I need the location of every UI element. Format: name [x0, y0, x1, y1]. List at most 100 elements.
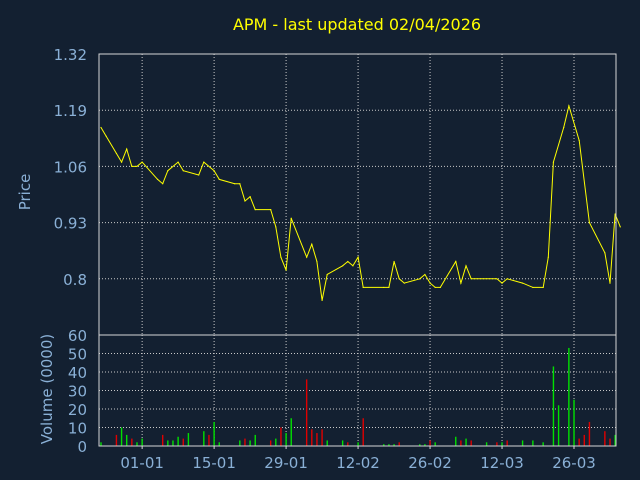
price-point	[542, 286, 544, 289]
price-point	[167, 170, 169, 172]
volume-bar	[285, 433, 287, 446]
volume-bar	[460, 440, 462, 446]
volume-bar	[280, 427, 282, 446]
price-point	[506, 278, 508, 280]
volume-bar	[542, 442, 544, 446]
price-point	[275, 226, 277, 228]
volume-bar	[218, 442, 220, 446]
price-point	[439, 286, 441, 289]
volume-bar	[187, 433, 190, 446]
volume-bar	[275, 438, 277, 446]
volume-bar	[213, 421, 215, 446]
volume-bar	[115, 434, 118, 446]
volume-bar	[609, 438, 611, 446]
x-tick-label: 26-02	[408, 454, 452, 472]
volume-plot-frame	[98, 334, 617, 447]
price-point	[131, 165, 133, 167]
volume-bar	[182, 438, 184, 446]
volume-bar	[552, 366, 555, 446]
price-point	[306, 256, 308, 258]
volume-bar	[161, 434, 164, 446]
volume-bar	[321, 429, 323, 446]
price-point	[105, 135, 107, 137]
volume-bar	[269, 440, 272, 446]
volume-bar	[532, 440, 534, 446]
volume-bar	[455, 436, 457, 446]
volume-bar	[419, 444, 421, 446]
price-point	[141, 161, 143, 163]
price-point	[280, 256, 282, 258]
volume-bar	[604, 431, 606, 446]
price-point	[403, 282, 405, 284]
price-point	[532, 286, 534, 289]
x-tick-label: 29-01	[264, 454, 308, 472]
volume-bar	[496, 442, 498, 446]
volume-tick-label: 30	[68, 383, 87, 401]
volume-bars	[100, 347, 616, 446]
price-axis-ticks: 1.32 1.19 1.06 0.93 0.8	[54, 46, 87, 289]
x-tick-label: 12-03	[480, 454, 524, 472]
price-point	[352, 265, 354, 267]
x-tick-label: 01-01	[120, 454, 164, 472]
volume-bar	[177, 436, 179, 446]
price-tick-label: 1.19	[54, 102, 87, 120]
price-point	[203, 161, 205, 163]
volume-bar	[578, 438, 580, 446]
volume-bar	[305, 379, 308, 446]
price-point	[578, 139, 580, 142]
price-point	[198, 174, 200, 176]
price-point	[177, 161, 179, 163]
volume-bar	[362, 418, 364, 446]
volume-tick-label: 50	[68, 346, 87, 364]
price-point	[455, 260, 457, 263]
x-tick-label: 15-01	[192, 454, 236, 472]
price-point	[316, 260, 318, 263]
volume-bar	[290, 418, 292, 446]
price-point	[100, 126, 102, 129]
price-point	[239, 183, 241, 185]
price-point	[162, 183, 164, 185]
volume-bar	[465, 438, 467, 446]
price-point	[429, 282, 431, 284]
volume-bar	[568, 347, 570, 446]
volume-bar	[131, 438, 133, 446]
volume-bar	[398, 442, 400, 446]
price-point	[568, 105, 570, 107]
price-point	[342, 265, 344, 267]
volume-tick-label: 60	[68, 327, 87, 345]
price-point	[326, 273, 328, 276]
price-tick-label: 1.06	[54, 158, 87, 176]
price-point	[156, 178, 159, 180]
volume-bar	[208, 434, 210, 446]
volume-bar	[136, 442, 138, 446]
volume-bar	[311, 429, 313, 446]
volume-bar	[521, 440, 524, 446]
price-point	[362, 286, 364, 289]
price-point	[383, 286, 385, 289]
chart-title: APM - last updated 02/04/2026	[233, 15, 481, 34]
price-point	[249, 196, 251, 198]
price-tick-label: 0.8	[63, 271, 87, 289]
volume-bar	[254, 434, 256, 446]
price-point	[115, 152, 118, 155]
volume-bar	[244, 438, 246, 446]
price-point	[311, 243, 313, 245]
price-point	[285, 269, 287, 271]
volume-bar	[583, 434, 585, 446]
price-point	[547, 256, 549, 258]
volume-bar	[203, 431, 205, 446]
price-point	[347, 260, 349, 263]
price-point	[388, 286, 390, 289]
price-point	[619, 226, 621, 228]
price-tick-label: 1.32	[54, 46, 87, 64]
price-point	[244, 200, 246, 202]
volume-tick-label: 40	[68, 364, 87, 382]
volume-bar	[485, 442, 488, 446]
price-point	[120, 161, 123, 163]
volume-bar	[341, 440, 344, 446]
volume-bar	[126, 434, 128, 446]
price-point	[419, 278, 421, 280]
